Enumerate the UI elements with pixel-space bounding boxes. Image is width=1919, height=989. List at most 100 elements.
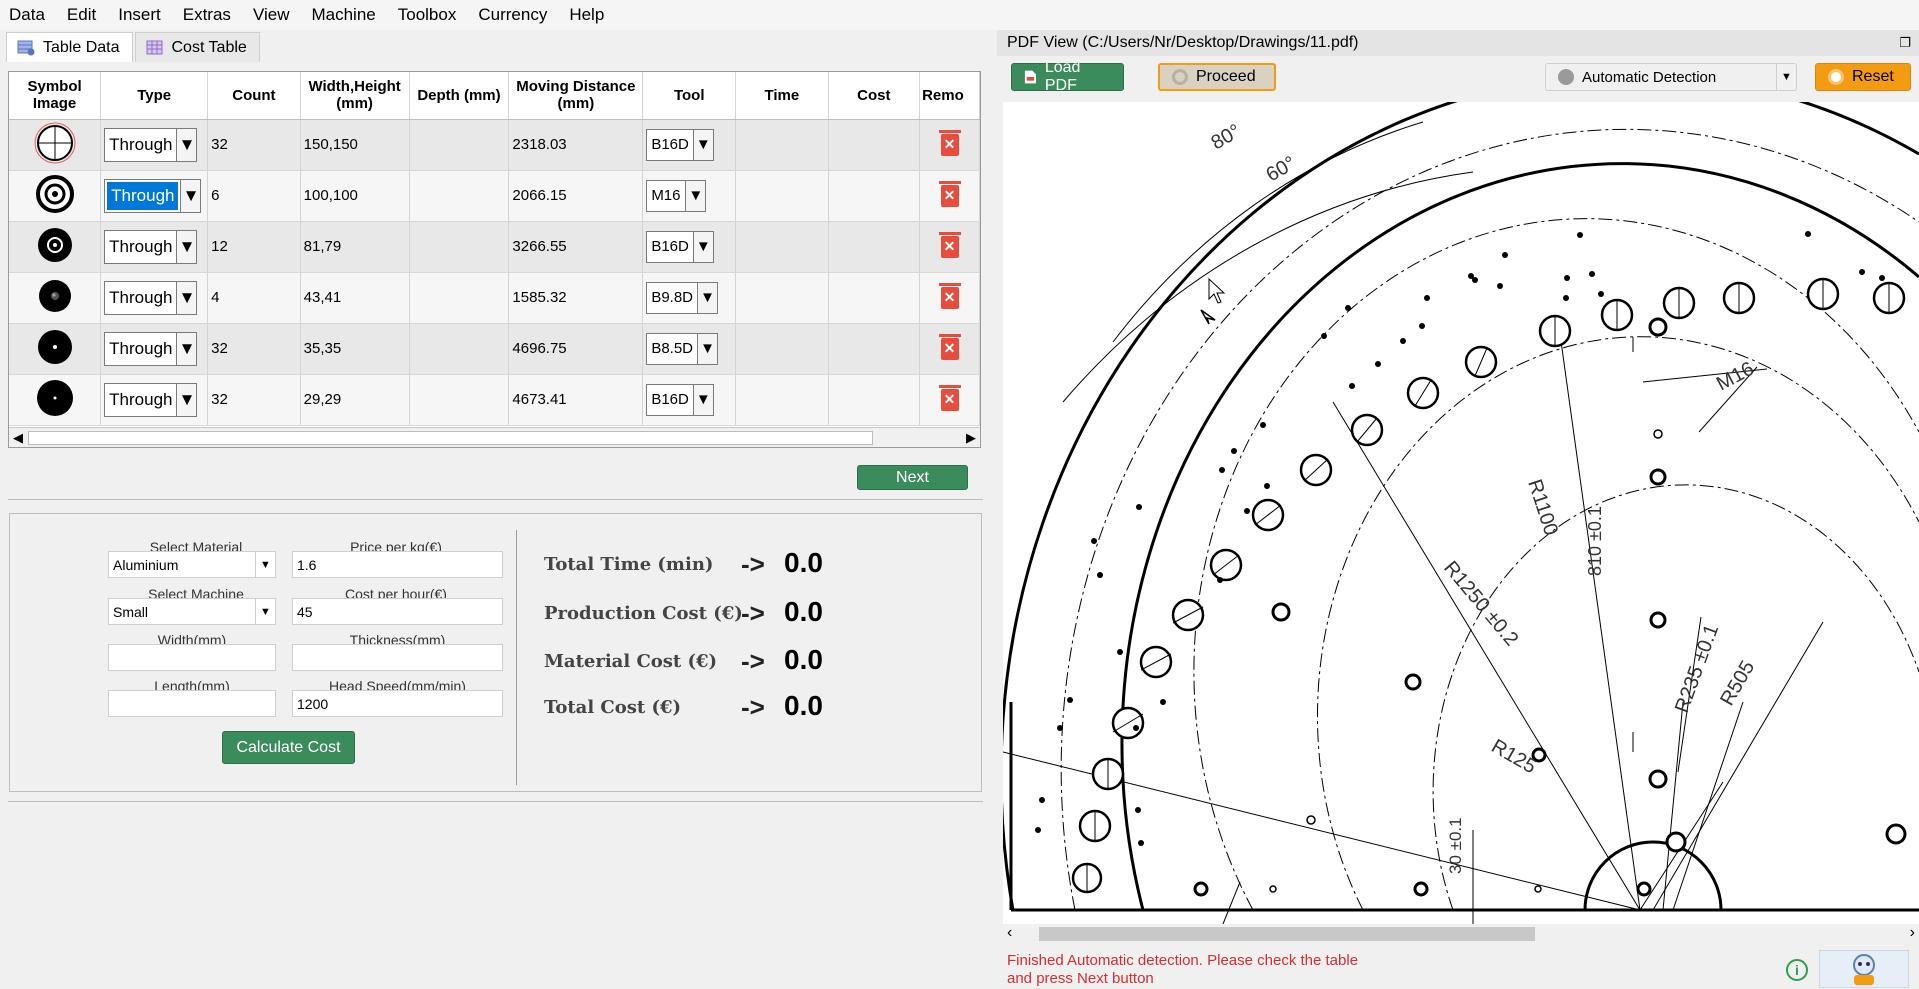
- depth-cell[interactable]: [409, 272, 510, 324]
- width-height-cell[interactable]: 29,29: [300, 374, 410, 426]
- menu-edit[interactable]: Edit: [66, 5, 97, 24]
- scroll-left-icon[interactable]: ◀: [13, 430, 23, 445]
- tool-combo[interactable]: B9.8D ▼: [646, 281, 719, 314]
- width-height-cell[interactable]: 35,35: [300, 323, 410, 375]
- time-cell[interactable]: [735, 374, 829, 426]
- head-speed-input[interactable]: 1200: [292, 690, 503, 717]
- menu-machine[interactable]: Machine: [311, 5, 376, 24]
- machine-select[interactable]: Small ▼: [108, 598, 276, 625]
- col-count[interactable]: Count: [207, 72, 301, 120]
- cost-cell[interactable]: [828, 323, 921, 375]
- count-cell[interactable]: 32: [207, 119, 301, 171]
- undock-icon[interactable]: ❐: [1899, 35, 1911, 50]
- menu-extras[interactable]: Extras: [182, 5, 231, 24]
- scroll-right-icon[interactable]: ▶: [966, 430, 976, 445]
- menu-help[interactable]: Help: [569, 5, 605, 24]
- menu-view[interactable]: View: [252, 5, 290, 24]
- moving-distance-cell[interactable]: 2318.03: [508, 119, 644, 171]
- detection-mode-select[interactable]: Automatic Detection ▼: [1545, 63, 1797, 91]
- tool-combo[interactable]: B16D ▼: [646, 230, 714, 263]
- col-time[interactable]: Time: [735, 72, 829, 120]
- thickness-input[interactable]: [292, 644, 503, 671]
- cost-cell[interactable]: [828, 272, 921, 324]
- depth-cell[interactable]: [409, 323, 510, 375]
- time-cell[interactable]: [735, 170, 829, 222]
- type-combo[interactable]: Through ▼: [104, 280, 198, 315]
- delete-row-icon[interactable]: ✕: [938, 180, 961, 207]
- calculate-cost-button[interactable]: Calculate Cost: [222, 731, 355, 764]
- price-per-kg-input[interactable]: 1.6: [292, 551, 503, 578]
- col-symbol-image[interactable]: Symbol Image: [9, 72, 102, 120]
- type-combo[interactable]: Through ▼: [104, 382, 198, 417]
- width-height-cell[interactable]: 150,150: [300, 119, 410, 171]
- delete-row-icon[interactable]: ✕: [938, 333, 961, 360]
- pdf-scroll-thumb[interactable]: [1039, 927, 1535, 941]
- menu-data[interactable]: Data: [9, 5, 45, 24]
- depth-cell[interactable]: [409, 374, 510, 426]
- menu-toolbox[interactable]: Toolbox: [397, 5, 457, 24]
- proceed-button[interactable]: Proceed: [1158, 63, 1276, 91]
- col-type[interactable]: Type: [100, 72, 209, 120]
- table-horizontal-scrollbar[interactable]: ◀ ▶: [9, 427, 980, 447]
- col-moving-distance[interactable]: Moving Distance (mm): [508, 72, 644, 120]
- table-scroll-thumb[interactable]: [28, 431, 873, 445]
- width-height-cell[interactable]: 100,100: [300, 170, 410, 222]
- cost-cell[interactable]: [828, 170, 921, 222]
- cost-cell[interactable]: [828, 119, 921, 171]
- tab-table-data[interactable]: Table Data: [6, 32, 133, 62]
- tool-combo[interactable]: B16D ▼: [646, 128, 714, 161]
- moving-distance-cell[interactable]: 4673.41: [508, 374, 644, 426]
- col-tool[interactable]: Tool: [642, 72, 737, 120]
- menu-currency[interactable]: Currency: [478, 5, 548, 24]
- width-height-cell[interactable]: 43,41: [300, 272, 410, 324]
- type-combo[interactable]: Through ▼: [104, 331, 198, 366]
- next-button[interactable]: Next: [857, 465, 968, 490]
- pdf-horizontal-scrollbar[interactable]: ‹ ›: [1003, 924, 1919, 944]
- info-icon[interactable]: i: [1786, 959, 1808, 981]
- col-depth[interactable]: Depth (mm): [409, 72, 510, 120]
- count-cell[interactable]: 12: [207, 221, 301, 273]
- scroll-left-icon[interactable]: ‹: [1007, 924, 1013, 941]
- menu-insert[interactable]: Insert: [118, 5, 161, 24]
- col-remove[interactable]: Remo: [919, 72, 980, 120]
- pdf-drawing-canvas[interactable]: 80° 60° M16 R1100 810 ±0.1 R1250 ±0.2 R2…: [1003, 102, 1919, 924]
- load-pdf-button[interactable]: Load PDF: [1011, 59, 1124, 94]
- tool-combo[interactable]: B16D ▼: [646, 383, 714, 416]
- moving-distance-cell[interactable]: 3266.55: [508, 221, 644, 273]
- count-cell[interactable]: 32: [207, 323, 301, 375]
- time-cell[interactable]: [735, 119, 829, 171]
- type-combo[interactable]: Through ▼: [104, 127, 198, 162]
- tool-combo[interactable]: M16 ▼: [646, 179, 707, 212]
- width-input[interactable]: [108, 644, 276, 671]
- moving-distance-cell[interactable]: 1585.32: [508, 272, 644, 324]
- cost-cell[interactable]: [828, 221, 921, 273]
- delete-row-icon[interactable]: ✕: [938, 129, 961, 156]
- time-cell[interactable]: [735, 272, 829, 324]
- depth-cell[interactable]: [409, 170, 510, 222]
- count-cell[interactable]: 6: [207, 170, 301, 222]
- type-combo[interactable]: Through ▼: [104, 178, 202, 213]
- tool-combo[interactable]: B8.5D ▼: [646, 332, 719, 365]
- moving-distance-cell[interactable]: 2066.15: [508, 170, 644, 222]
- width-height-cell[interactable]: 81,79: [300, 221, 410, 273]
- depth-cell[interactable]: [409, 119, 510, 171]
- delete-row-icon[interactable]: ✕: [938, 282, 961, 309]
- material-select[interactable]: Aluminium ▼: [108, 551, 276, 578]
- count-cell[interactable]: 4: [207, 272, 301, 324]
- moving-distance-cell[interactable]: 4696.75: [508, 323, 644, 375]
- depth-cell[interactable]: [409, 221, 510, 273]
- scroll-right-icon[interactable]: ›: [1909, 924, 1915, 941]
- cost-per-hour-input[interactable]: 45: [292, 598, 503, 625]
- cost-cell[interactable]: [828, 374, 921, 426]
- time-cell[interactable]: [735, 221, 829, 273]
- delete-row-icon[interactable]: ✕: [938, 231, 961, 258]
- tab-cost-table[interactable]: Cost Table: [134, 32, 260, 62]
- length-input[interactable]: [108, 690, 276, 717]
- type-combo[interactable]: Through ▼: [104, 229, 198, 264]
- count-cell[interactable]: 32: [207, 374, 301, 426]
- col-cost[interactable]: Cost: [828, 72, 921, 120]
- col-width-height[interactable]: Width,Height (mm): [300, 72, 410, 120]
- reset-button[interactable]: Reset: [1815, 63, 1911, 91]
- time-cell[interactable]: [735, 323, 829, 375]
- delete-row-icon[interactable]: ✕: [938, 384, 961, 411]
